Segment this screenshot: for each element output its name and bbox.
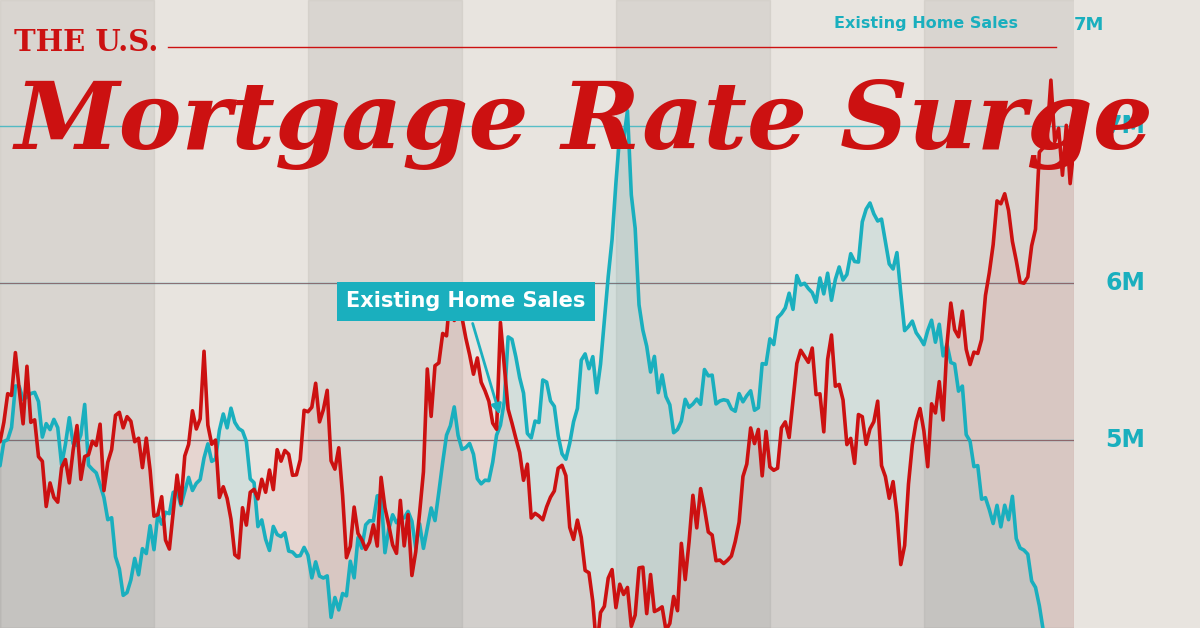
- Bar: [924, 0, 1078, 628]
- Text: 7M: 7M: [1074, 16, 1104, 34]
- Text: Existing Home Sales: Existing Home Sales: [834, 16, 1018, 31]
- Bar: [616, 0, 770, 628]
- Bar: [308, 0, 462, 628]
- Bar: [0, 0, 154, 628]
- Text: Existing Home Sales: Existing Home Sales: [347, 291, 586, 412]
- Text: 6M: 6M: [1105, 271, 1145, 295]
- Text: THE U.S.: THE U.S.: [14, 28, 158, 57]
- Text: 5M: 5M: [1105, 428, 1145, 452]
- Text: 7M: 7M: [1105, 114, 1145, 138]
- Text: Mortgage Rate Surge: Mortgage Rate Surge: [14, 78, 1153, 170]
